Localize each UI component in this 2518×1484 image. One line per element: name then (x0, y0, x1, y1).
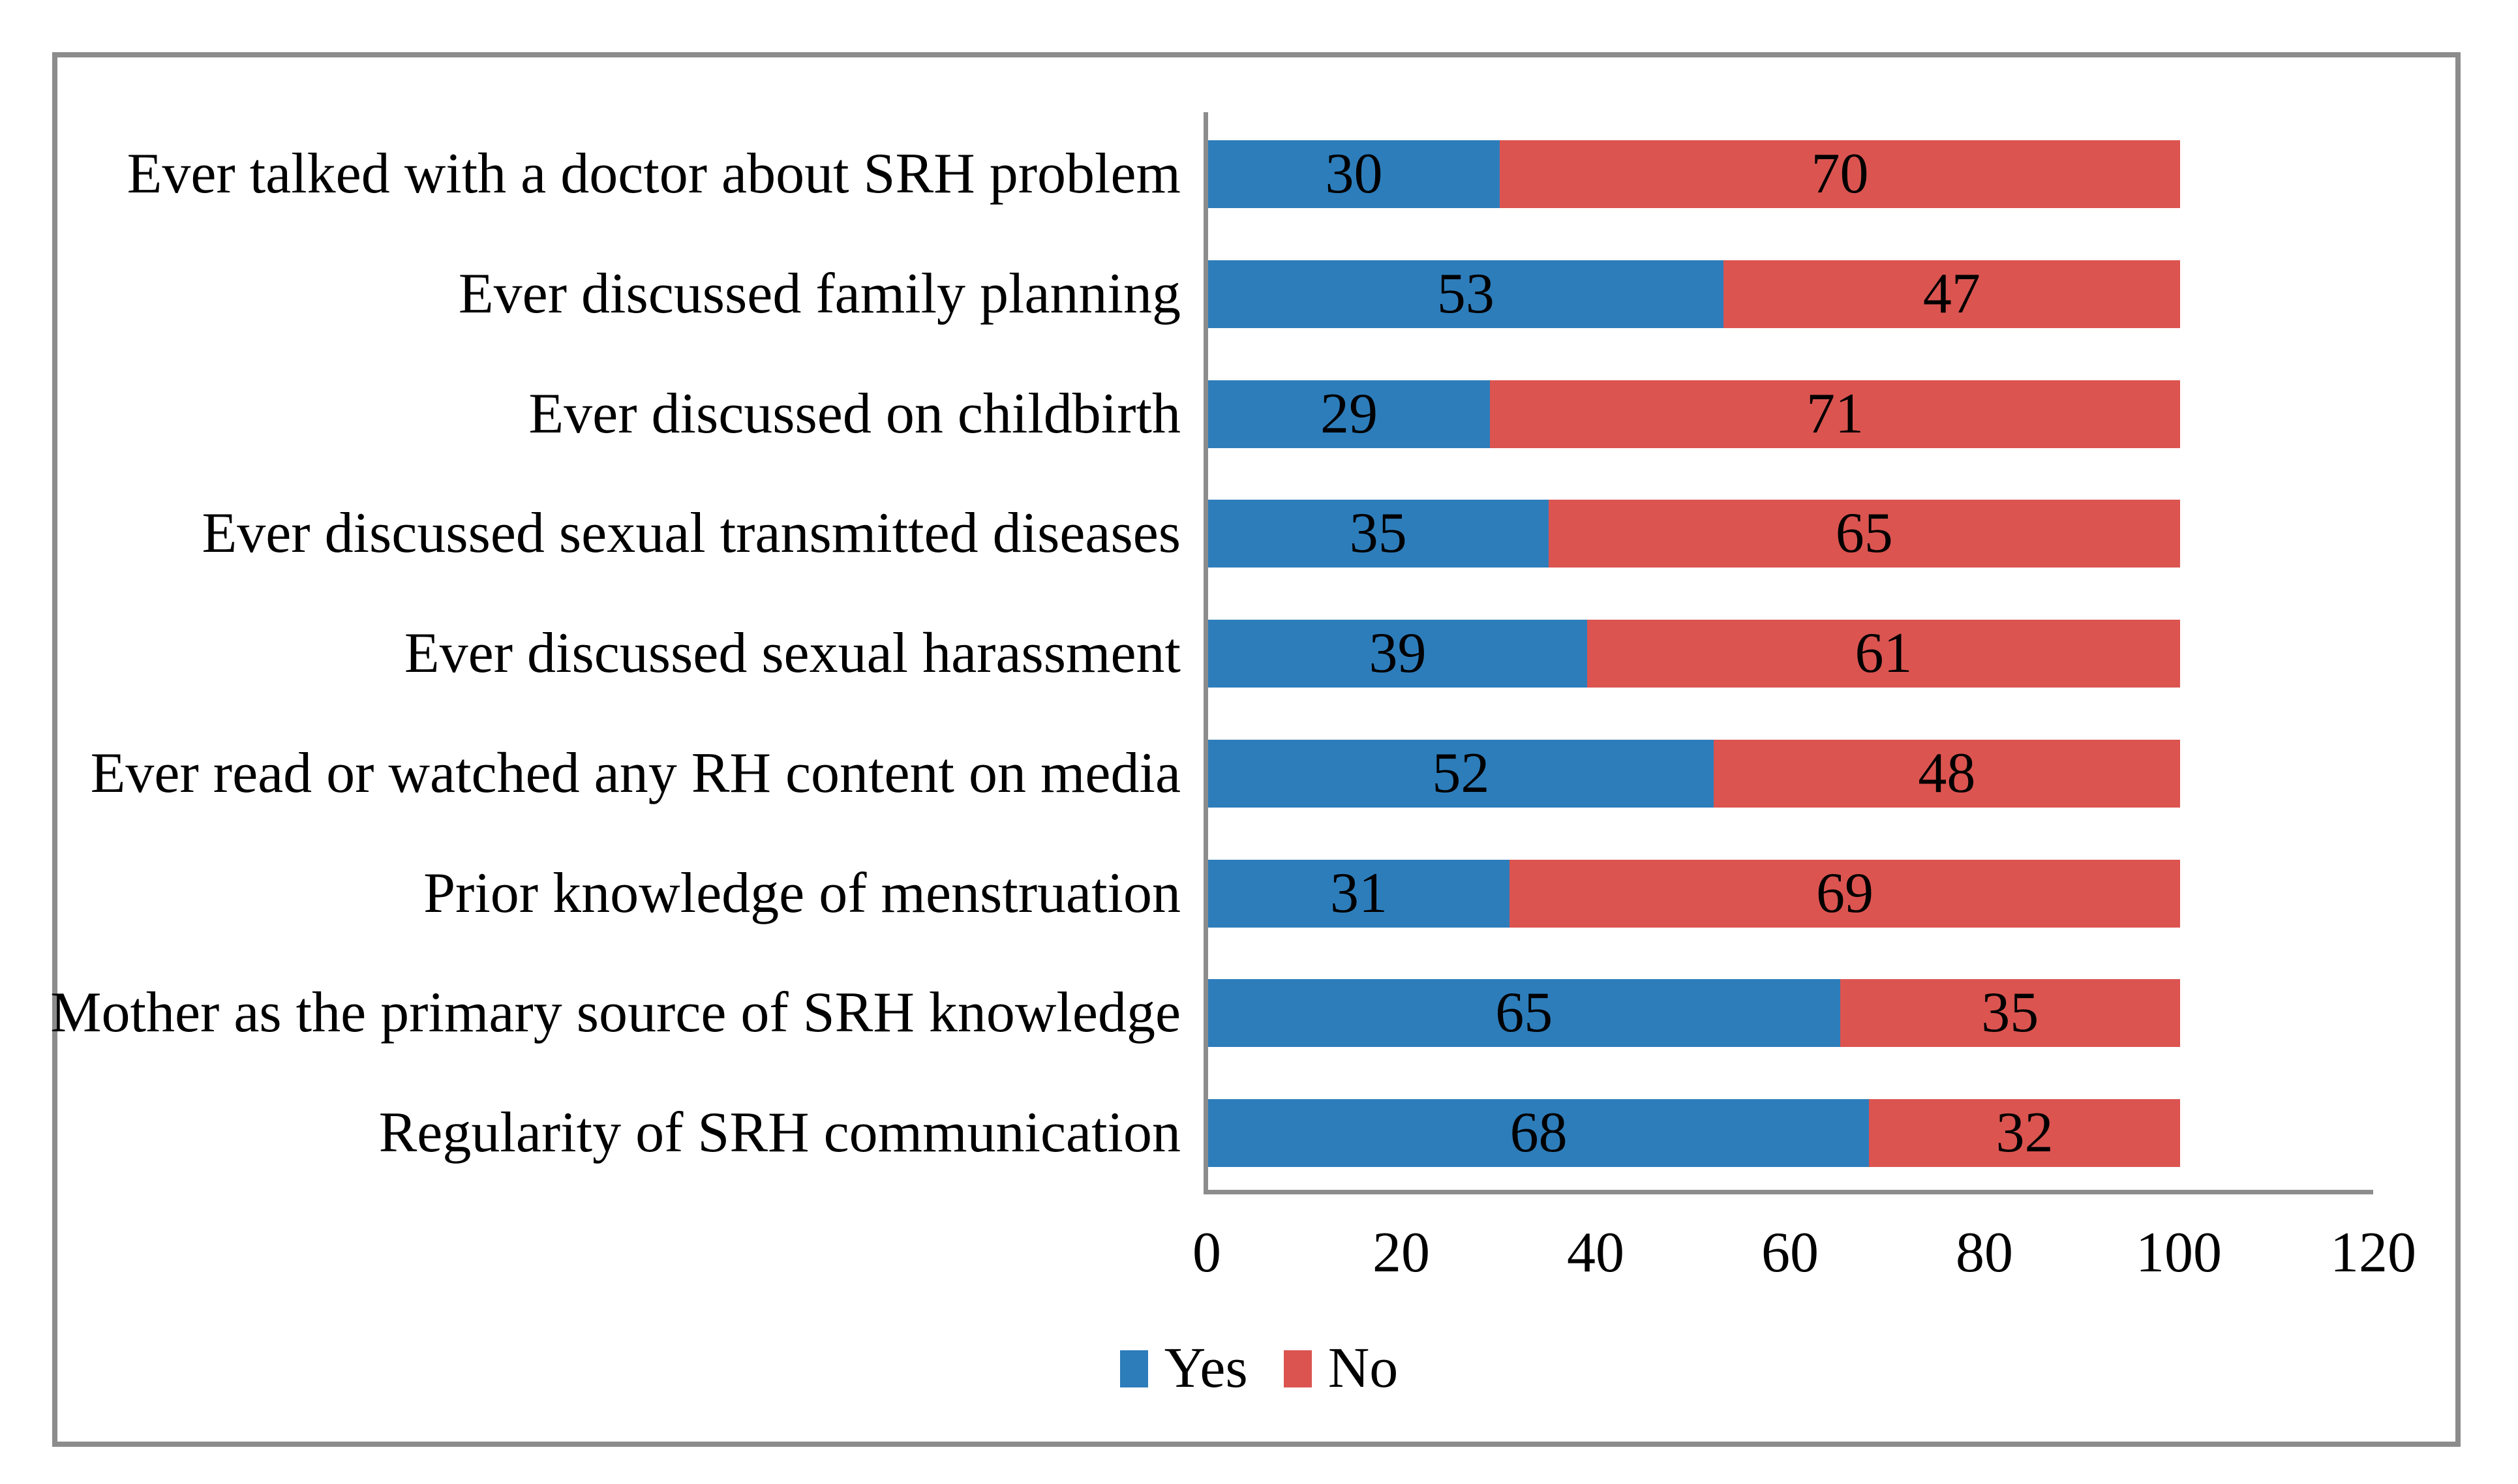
legend: Yes No (57, 1336, 2461, 1401)
bar-segment-yes: 39 (1208, 620, 1588, 688)
stacked-bar: 30 70 (1208, 140, 2180, 208)
bar-segment-no: 70 (1500, 140, 2180, 208)
stacked-bar: 65 35 (1208, 979, 2180, 1048)
category-label: Regularity of SRH communication (378, 1101, 1181, 1164)
y-axis-line (1204, 112, 1208, 1194)
bar-segment-yes: 29 (1208, 380, 1491, 448)
bar-segment-yes: 68 (1208, 1099, 1870, 1167)
bar-segment-no: 61 (1587, 620, 2180, 688)
category-label: Ever talked with a doctor about SRH prob… (127, 142, 1181, 205)
category-label: Ever discussed sexual harassment (404, 622, 1181, 685)
x-axis-tick-label: 40 (1567, 1221, 1624, 1284)
stacked-bar: 53 47 (1208, 260, 2180, 328)
category-row: Mother as the primary source of SRH know… (0, 979, 2518, 1048)
legend-item-yes: Yes (1119, 1336, 1248, 1401)
x-axis-tick-label: 80 (1956, 1221, 2013, 1284)
bar-segment-yes: 30 (1208, 140, 1500, 208)
bar-segment-no: 48 (1713, 739, 2180, 808)
bar-segment-no: 32 (1869, 1099, 2180, 1167)
category-row: Ever discussed sexual harassment 39 61 (0, 620, 2518, 688)
bar-segment-no: 35 (1840, 979, 2180, 1048)
category-row: Ever discussed family planning 53 47 (0, 260, 2518, 328)
category-row: Prior knowledge of menstruation 31 69 (0, 859, 2518, 928)
bar-segment-yes: 31 (1208, 859, 1509, 928)
x-axis-tick-label: 0 (1192, 1221, 1221, 1284)
stacked-bar: 68 32 (1208, 1099, 2180, 1167)
legend-item-no: No (1283, 1336, 1399, 1401)
legend-swatch-no (1283, 1350, 1312, 1387)
category-label: Mother as the primary source of SRH know… (50, 981, 1181, 1045)
stacked-bar: 52 48 (1208, 739, 2180, 808)
stacked-bar: 31 69 (1208, 859, 2180, 928)
x-axis-tick-label: 120 (2330, 1221, 2416, 1284)
category-row: Ever discussed on childbirth 29 71 (0, 380, 2518, 448)
category-label: Ever discussed family planning (458, 262, 1181, 326)
legend-label: No (1327, 1337, 1399, 1400)
x-axis-tick-label: 20 (1373, 1221, 1430, 1284)
bar-segment-yes: 35 (1208, 500, 1549, 568)
stacked-bar: 39 61 (1208, 620, 2180, 688)
x-axis-tick-label: 100 (2136, 1221, 2222, 1284)
stacked-bar: 35 65 (1208, 500, 2180, 568)
category-label: Ever discussed sexual transmitted diseas… (202, 502, 1181, 566)
category-label: Ever read or watched any RH content on m… (90, 741, 1181, 805)
category-row: Regularity of SRH communication 68 32 (0, 1099, 2518, 1167)
category-label: Prior knowledge of menstruation (423, 861, 1181, 925)
x-axis-tick-label: 60 (1761, 1221, 1819, 1284)
bar-segment-yes: 65 (1208, 979, 1840, 1048)
category-row: Ever read or watched any RH content on m… (0, 739, 2518, 808)
bar-segment-no: 69 (1509, 859, 2180, 928)
legend-label: Yes (1164, 1337, 1248, 1400)
category-label: Ever discussed on childbirth (528, 382, 1181, 446)
category-row: Ever discussed sexual transmitted diseas… (0, 500, 2518, 568)
bar-segment-yes: 52 (1208, 739, 1714, 808)
stacked-bar: 29 71 (1208, 380, 2180, 448)
x-axis-line (1204, 1190, 2373, 1194)
bar-segment-no: 47 (1723, 260, 2180, 328)
bar-segment-no: 65 (1548, 500, 2180, 568)
legend-swatch-yes (1119, 1350, 1148, 1387)
bar-segment-yes: 53 (1208, 260, 1723, 328)
bar-segment-no: 71 (1490, 380, 2180, 448)
category-row: Ever talked with a doctor about SRH prob… (0, 140, 2518, 208)
